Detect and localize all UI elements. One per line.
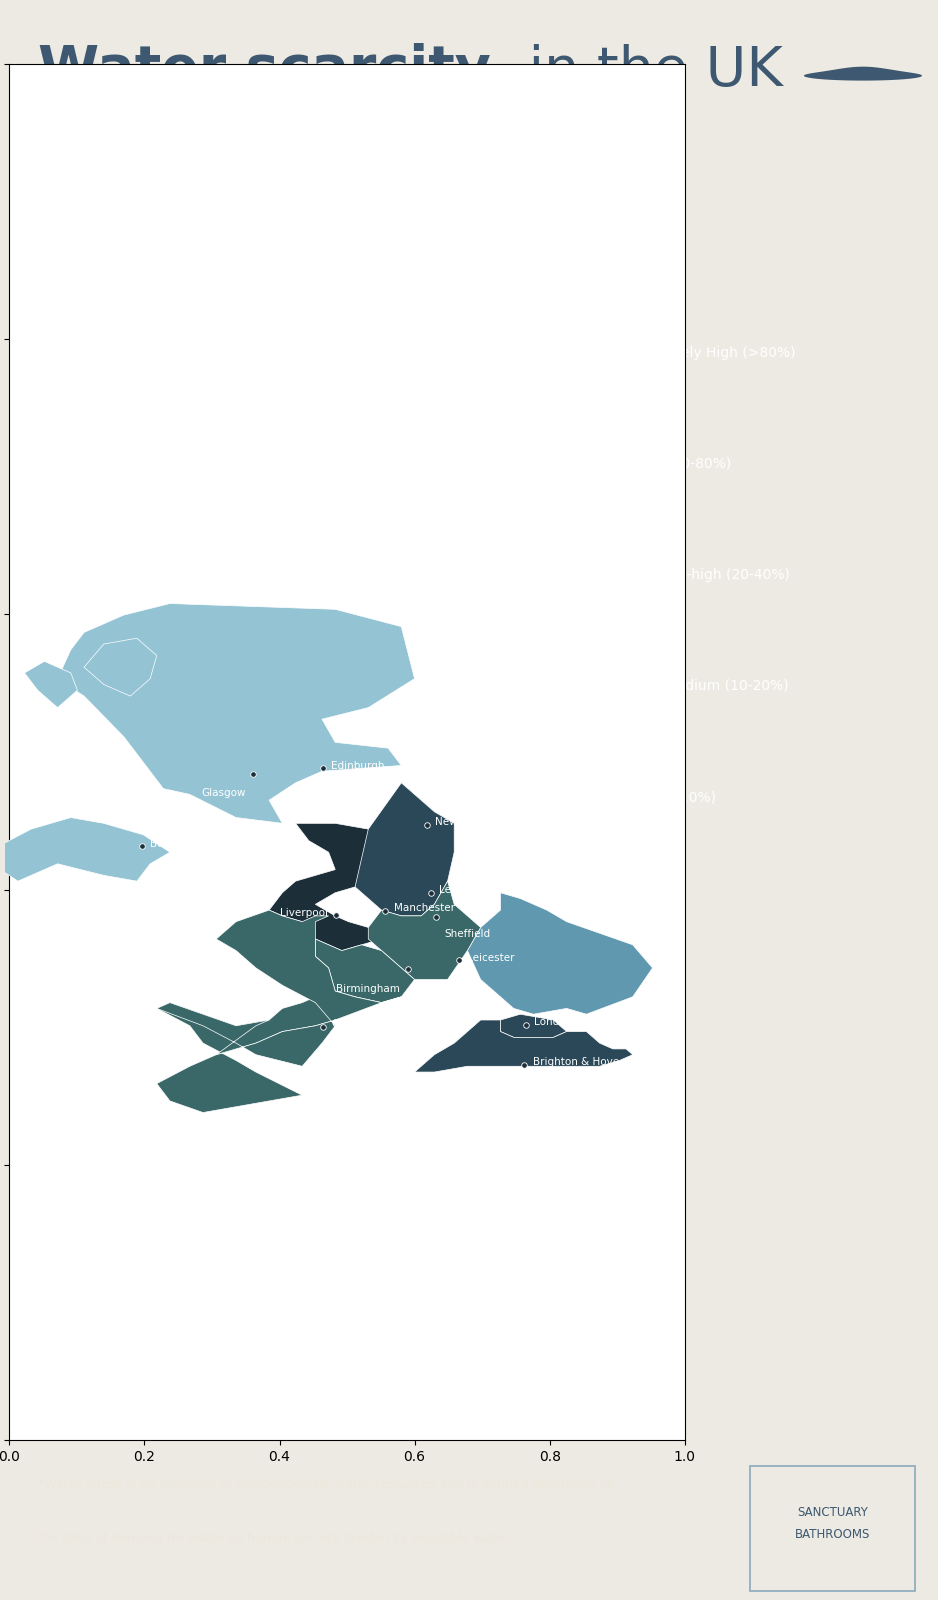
Polygon shape bbox=[467, 893, 653, 1014]
Text: High (40-80%): High (40-80%) bbox=[631, 456, 732, 470]
Text: Low (<10%): Low (<10%) bbox=[631, 790, 717, 805]
Polygon shape bbox=[24, 661, 78, 707]
Text: Map of the UK shows the predicted percentage increase: Map of the UK shows the predicted percen… bbox=[38, 173, 607, 192]
FancyBboxPatch shape bbox=[563, 773, 608, 821]
Text: Belfast: Belfast bbox=[150, 838, 186, 848]
Text: in the UK: in the UK bbox=[511, 43, 783, 98]
Text: Medium-high (20-40%): Medium-high (20-40%) bbox=[631, 568, 790, 582]
Text: Water scarcity: Water scarcity bbox=[38, 43, 491, 98]
FancyBboxPatch shape bbox=[563, 885, 608, 931]
Polygon shape bbox=[157, 910, 382, 1066]
Text: Liverpool: Liverpool bbox=[280, 907, 327, 917]
Polygon shape bbox=[315, 939, 415, 1003]
Text: in water stress* levels for the year 2040: in water stress* levels for the year 204… bbox=[38, 213, 446, 230]
Text: SANCTUARY
BATHROOMS: SANCTUARY BATHROOMS bbox=[795, 1507, 870, 1541]
Text: Sheffield: Sheffield bbox=[445, 928, 491, 939]
Polygon shape bbox=[415, 1019, 633, 1072]
Text: Newcastle Upon Tyne: Newcastle Upon Tyne bbox=[435, 818, 547, 827]
FancyBboxPatch shape bbox=[750, 1466, 915, 1590]
Text: Brighton & Hove: Brighton & Hove bbox=[533, 1058, 619, 1067]
FancyBboxPatch shape bbox=[563, 662, 608, 709]
PathPatch shape bbox=[804, 67, 922, 80]
Text: Extremely High (>80%): Extremely High (>80%) bbox=[631, 346, 795, 360]
Text: *Water stress is an indicator of competition for water resources and is defined : *Water stress is an indicator of competi… bbox=[38, 1478, 613, 1491]
Text: Glasgow: Glasgow bbox=[201, 789, 246, 798]
Polygon shape bbox=[369, 882, 480, 979]
FancyBboxPatch shape bbox=[563, 440, 608, 488]
Polygon shape bbox=[0, 818, 170, 882]
Polygon shape bbox=[57, 603, 415, 824]
Text: Leeds: Leeds bbox=[439, 885, 470, 894]
Text: Edinburgh: Edinburgh bbox=[331, 760, 385, 771]
FancyBboxPatch shape bbox=[563, 330, 608, 376]
Text: No data: No data bbox=[631, 901, 687, 915]
Text: Cardiff: Cardiff bbox=[332, 1019, 367, 1029]
Polygon shape bbox=[84, 638, 157, 696]
Polygon shape bbox=[369, 782, 454, 869]
FancyBboxPatch shape bbox=[563, 552, 608, 598]
Text: Leicester: Leicester bbox=[467, 952, 515, 963]
Text: London: London bbox=[534, 1018, 572, 1027]
Polygon shape bbox=[501, 1014, 567, 1037]
Text: Birmingham: Birmingham bbox=[336, 984, 400, 994]
Polygon shape bbox=[157, 990, 401, 1112]
Text: the ratio of demand for water by human society divided by available water.: the ratio of demand for water by human s… bbox=[38, 1531, 511, 1544]
Polygon shape bbox=[356, 782, 454, 915]
Polygon shape bbox=[269, 824, 415, 950]
Text: Manchester: Manchester bbox=[394, 904, 455, 914]
Text: Low-medium (10-20%): Low-medium (10-20%) bbox=[631, 678, 789, 693]
